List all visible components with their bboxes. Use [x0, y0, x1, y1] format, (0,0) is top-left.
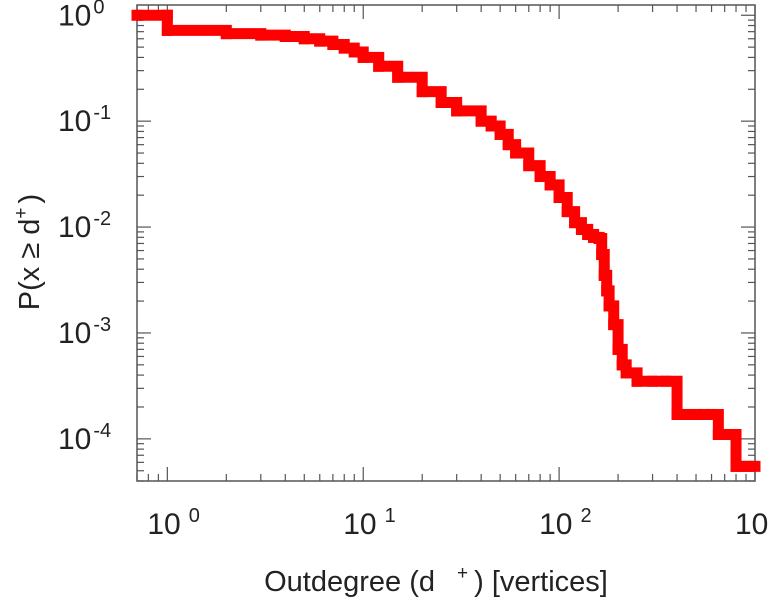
data-point [631, 375, 643, 387]
data-point [569, 217, 581, 229]
data-point [616, 359, 628, 371]
data-point [475, 115, 487, 127]
series-line [137, 9, 755, 472]
data-point [575, 223, 587, 235]
data-point [298, 33, 310, 45]
data-point [161, 9, 173, 21]
data-point [502, 139, 514, 151]
data-point [706, 408, 718, 420]
data-point [220, 28, 232, 40]
data-point [593, 232, 605, 244]
data-point [451, 105, 463, 117]
data-point [255, 29, 267, 41]
y-tick-label: 10 -4 [58, 420, 111, 456]
x-axis-title: Outdegree (d +) [vertices] [264, 563, 608, 598]
data-point [596, 249, 608, 261]
y-tick-label: 10 -1 [58, 102, 111, 138]
data-point [314, 35, 326, 47]
axis-ticks [136, 5, 756, 482]
data-point [719, 428, 731, 440]
data-point [730, 460, 742, 472]
data-point [681, 408, 693, 420]
data-point [544, 179, 556, 191]
data-point [603, 300, 615, 312]
data-point [553, 192, 565, 204]
y-tick-label: 10 -3 [58, 314, 111, 350]
data-point [416, 86, 428, 98]
data-point [608, 319, 620, 331]
data-point [510, 147, 522, 159]
data-point [647, 375, 659, 387]
data-point [582, 229, 594, 241]
data-point [561, 206, 573, 218]
data-point [671, 408, 683, 420]
data-point [523, 160, 535, 172]
data-point [740, 460, 752, 472]
y-tick-label: 10 0 [58, 0, 105, 32]
data-point [612, 343, 624, 355]
y-tick-label: 10 -2 [58, 208, 111, 244]
data-point [348, 46, 360, 58]
data-point [598, 269, 610, 281]
data-point [131, 9, 143, 21]
data-point [161, 24, 173, 36]
data-point [485, 120, 497, 132]
data-point [392, 71, 404, 83]
x-tick-label: 10 0 [147, 505, 200, 541]
data-point [279, 31, 291, 43]
y-axis-title: P(x ≥ d+) [11, 194, 46, 310]
data-point [660, 375, 672, 387]
x-tick-label: 10 2 [539, 505, 592, 541]
x-tick-label: 103 [735, 505, 772, 541]
data-point [749, 460, 761, 472]
x-tick-label: 10 1 [343, 505, 396, 541]
data-point [712, 428, 724, 440]
series-layer [131, 9, 761, 472]
data-point [698, 408, 710, 420]
data-point [620, 367, 632, 379]
data-point [338, 42, 350, 54]
tick-labels: 100 101 102 103 100 10-1 10-2 10-3 10-4 [58, 0, 772, 541]
data-point [494, 128, 506, 140]
plot-frame [136, 4, 756, 482]
data-point [690, 408, 702, 420]
data-point [373, 60, 385, 72]
data-point [327, 38, 339, 50]
data-point [601, 285, 613, 297]
data-point [534, 171, 546, 183]
data-point [357, 51, 369, 63]
data-point [435, 97, 447, 109]
